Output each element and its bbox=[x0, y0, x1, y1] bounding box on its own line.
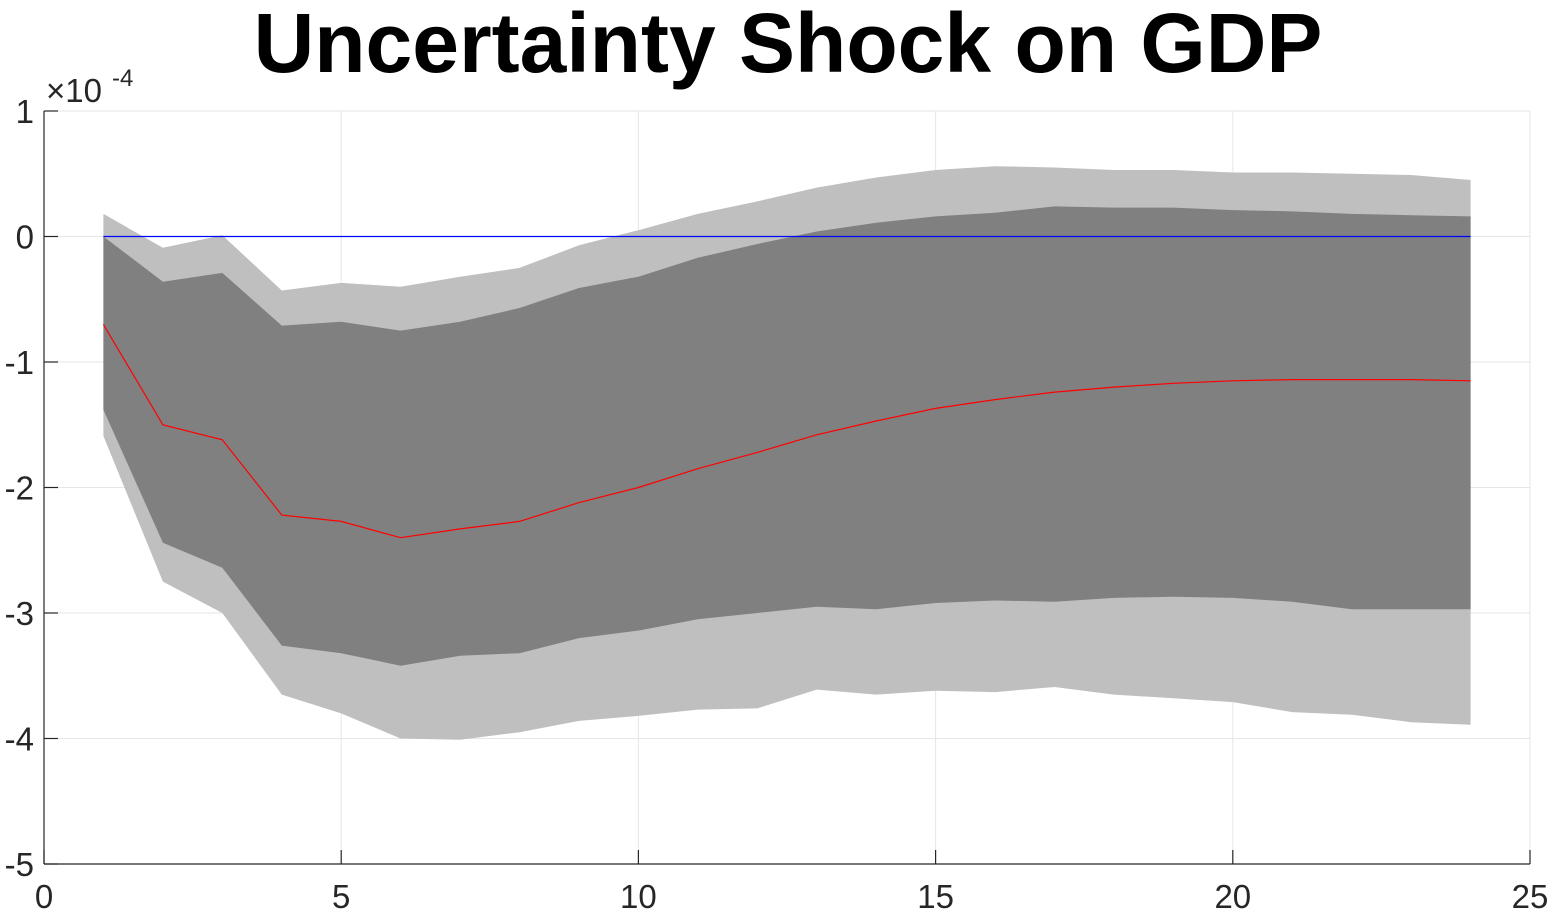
y-tick-label: 1 bbox=[16, 93, 34, 130]
y-tick-label: -3 bbox=[5, 595, 34, 632]
x-tick-label: 5 bbox=[332, 878, 350, 914]
median-line bbox=[102, 324, 1471, 539]
tick-labels: 0 5 10 15 20 25 -5 -4 -3 -2 -1 0 1 bbox=[5, 93, 1549, 914]
inner-band-area bbox=[103, 206, 1471, 666]
y-exponent-power: -4 bbox=[112, 65, 133, 92]
confidence-bands bbox=[103, 166, 1471, 740]
x-tick-label: 10 bbox=[620, 878, 657, 914]
x-tick-label: 0 bbox=[35, 878, 53, 914]
y-tick-label: -4 bbox=[5, 721, 34, 758]
y-tick-label: 0 bbox=[16, 219, 34, 256]
x-tick-label: 15 bbox=[917, 878, 954, 914]
chart-title: Uncertainty Shock on GDP bbox=[254, 0, 1323, 90]
y-tick-label: -1 bbox=[5, 344, 34, 381]
y-tick-label: -2 bbox=[5, 470, 34, 507]
y-exponent-label: ×10 -4 bbox=[46, 65, 133, 109]
series-lines bbox=[102, 235, 1471, 539]
y-exponent-base: ×10 bbox=[46, 72, 102, 109]
x-tick-label: 20 bbox=[1214, 878, 1251, 914]
x-tick-label: 25 bbox=[1512, 878, 1549, 914]
y-tick-label: -5 bbox=[5, 846, 34, 883]
axes bbox=[43, 110, 1531, 865]
